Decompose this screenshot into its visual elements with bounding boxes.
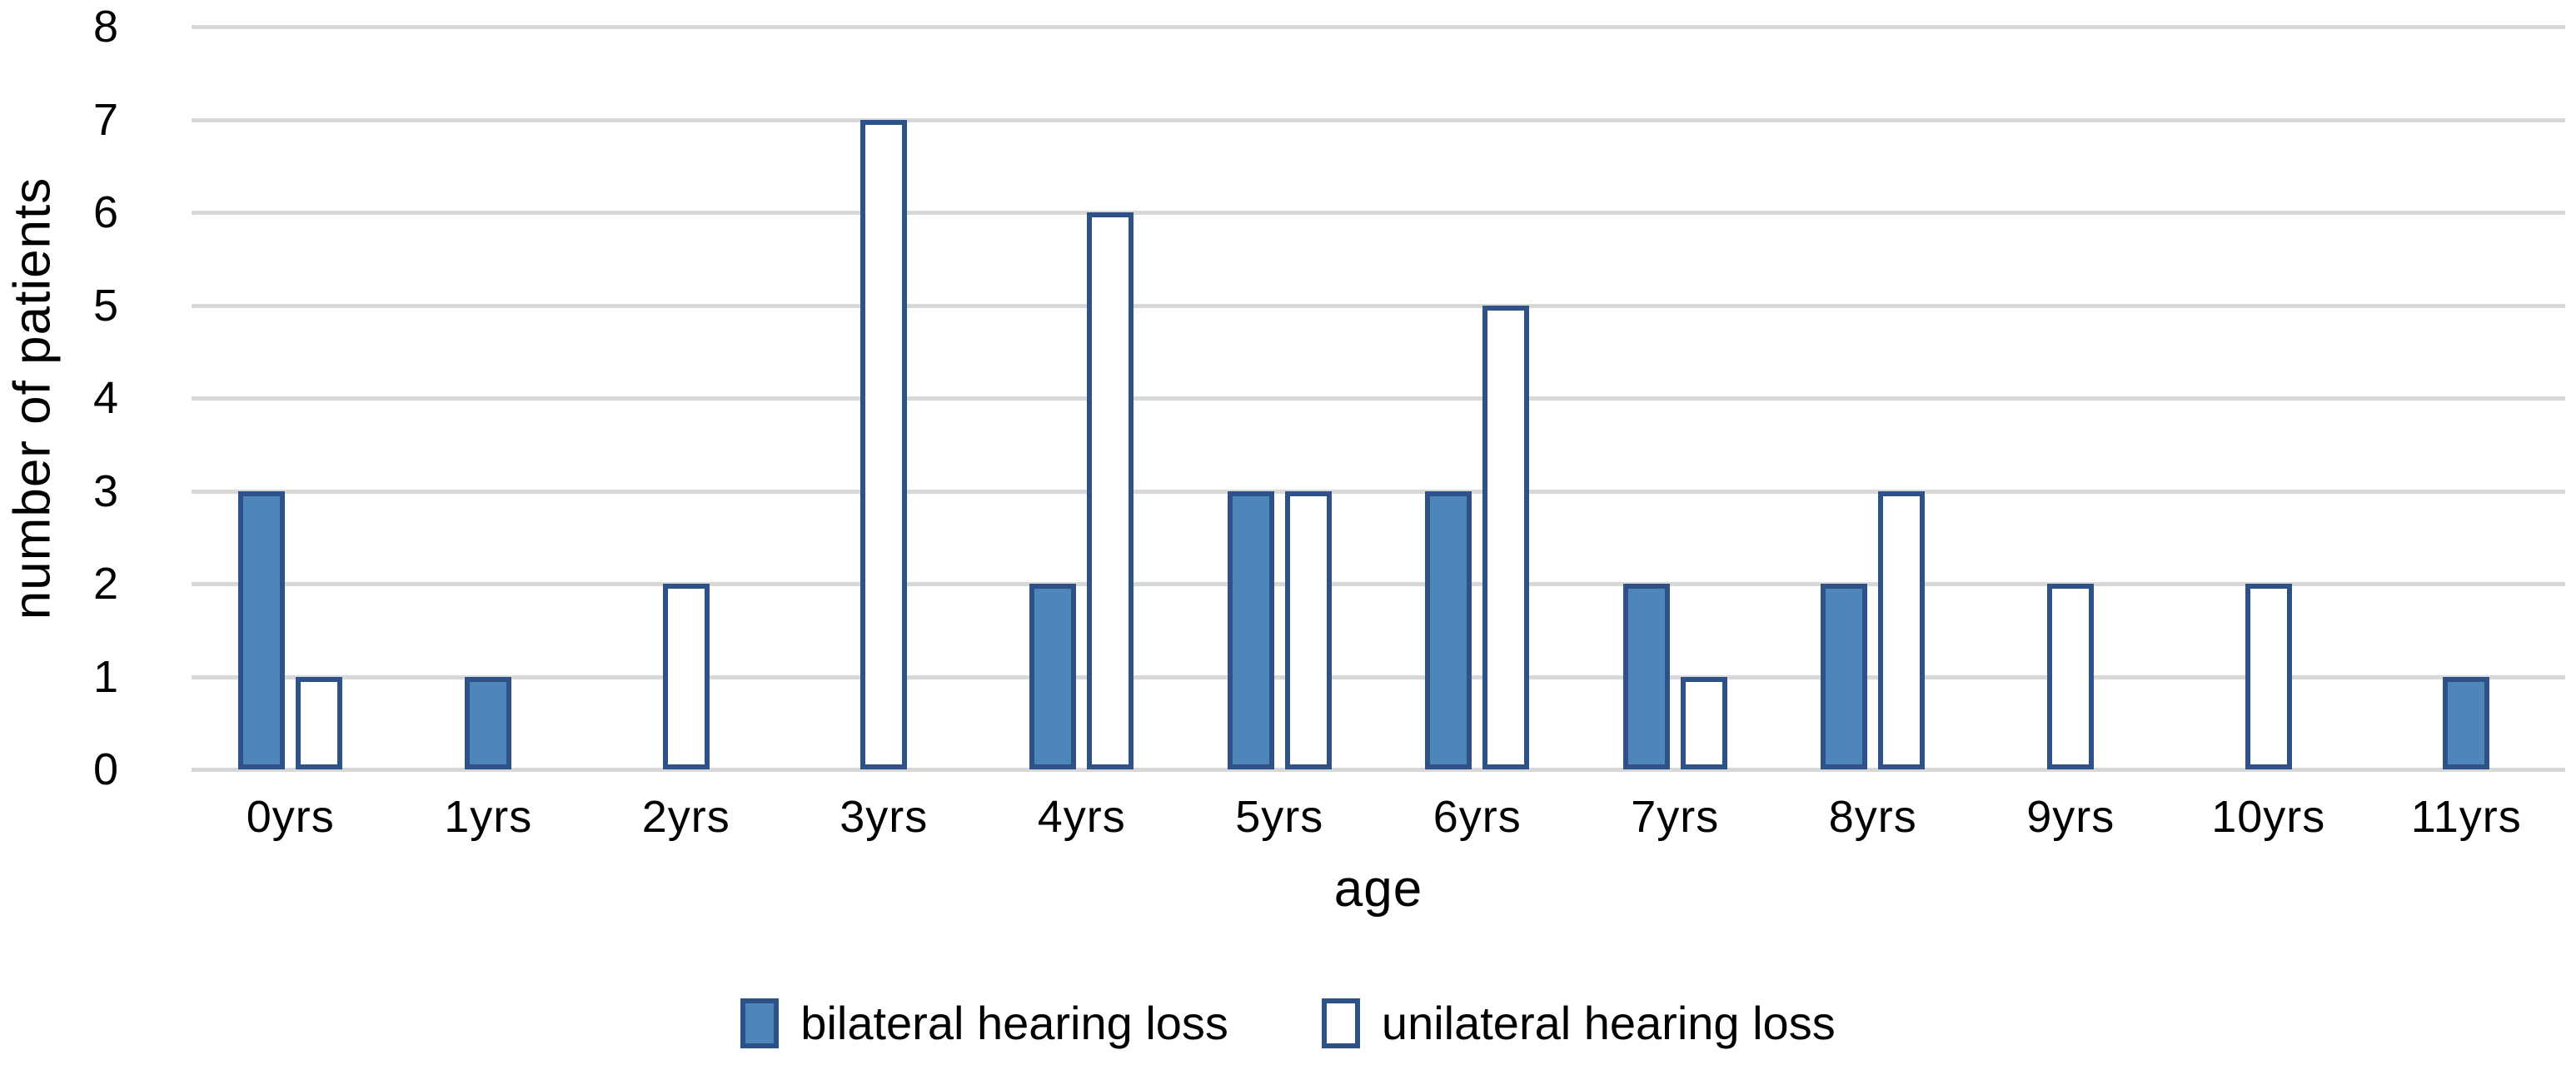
bar-group-4yrs bbox=[983, 27, 1181, 769]
y-tick-label-6: 6 bbox=[92, 187, 118, 237]
bar-group-1yrs bbox=[390, 27, 588, 769]
y-tick-label-3: 3 bbox=[92, 465, 118, 516]
gridline-y-0 bbox=[192, 768, 2565, 772]
bar-unilateral-0yrs bbox=[296, 676, 343, 769]
x-tick-label-2yrs: 2yrs bbox=[641, 792, 730, 842]
bar-group-6yrs bbox=[1378, 27, 1577, 769]
bar-group-0yrs bbox=[192, 27, 390, 769]
x-tick-label-8yrs: 8yrs bbox=[1828, 792, 1917, 842]
y-tick-label-8: 8 bbox=[92, 2, 118, 52]
bar-unilateral-10yrs bbox=[2245, 584, 2292, 769]
gridline-y-7 bbox=[192, 117, 2565, 122]
legend-swatch-bilateral bbox=[740, 998, 780, 1048]
x-tick-label-9yrs: 9yrs bbox=[2026, 792, 2115, 842]
bar-group-8yrs bbox=[1774, 27, 1972, 769]
y-tick-label-0: 0 bbox=[92, 744, 118, 794]
x-axis-title: age bbox=[1333, 860, 1423, 918]
y-tick-label-7: 7 bbox=[92, 94, 118, 145]
bar-unilateral-8yrs bbox=[1878, 490, 1926, 769]
x-tick-label-0yrs: 0yrs bbox=[246, 792, 335, 842]
x-tick-label-7yrs: 7yrs bbox=[1631, 792, 1720, 842]
bar-bilateral-4yrs bbox=[1029, 584, 1077, 769]
bar-bilateral-8yrs bbox=[1821, 584, 1868, 769]
bar-bilateral-6yrs bbox=[1425, 490, 1472, 769]
bar-unilateral-5yrs bbox=[1284, 490, 1332, 769]
bar-groups bbox=[192, 27, 2565, 769]
gridline-y-8 bbox=[192, 25, 2565, 29]
y-tick-label-5: 5 bbox=[92, 280, 118, 331]
bar-bilateral-5yrs bbox=[1227, 490, 1274, 769]
gridline-y-3 bbox=[192, 489, 2565, 494]
y-tick-label-1: 1 bbox=[92, 651, 118, 702]
gridline-y-6 bbox=[192, 211, 2565, 215]
bar-bilateral-0yrs bbox=[238, 490, 286, 769]
y-tick-label-2: 2 bbox=[92, 559, 118, 609]
legend-label-bilateral: bilateral hearing loss bbox=[800, 997, 1228, 1049]
gridline-y-4 bbox=[192, 396, 2565, 401]
legend-swatch-unilateral bbox=[1321, 998, 1360, 1048]
x-tick-label-5yrs: 5yrs bbox=[1235, 792, 1324, 842]
gridline-y-1 bbox=[192, 674, 2565, 679]
bar-bilateral-1yrs bbox=[465, 676, 512, 769]
bar-bilateral-7yrs bbox=[1622, 584, 1670, 769]
bar-group-5yrs bbox=[1181, 27, 1379, 769]
legend-label-unilateral: unilateral hearing loss bbox=[1381, 997, 1836, 1049]
bar-unilateral-3yrs bbox=[860, 119, 908, 769]
y-axis-tick-labels: 0 1 2 3 4 5 6 7 8 bbox=[0, 4, 158, 792]
plot-area bbox=[192, 25, 2565, 772]
gridline-y-5 bbox=[192, 303, 2565, 308]
bar-unilateral-9yrs bbox=[2047, 584, 2095, 769]
x-tick-label-3yrs: 3yrs bbox=[840, 792, 929, 842]
x-tick-label-6yrs: 6yrs bbox=[1432, 792, 1522, 842]
x-tick-label-10yrs: 10yrs bbox=[2211, 792, 2326, 842]
y-tick-label-4: 4 bbox=[92, 373, 118, 423]
legend-item-unilateral: unilateral hearing loss bbox=[1321, 996, 1836, 1050]
legend: bilateral hearing loss unilateral hearing… bbox=[0, 996, 2576, 1050]
x-axis-tick-labels: 0yrs 1yrs 2yrs 3yrs 4yrs 5yrs 6yrs 7yrs 8yrs 9yrs… bbox=[192, 791, 2565, 843]
bar-group-9yrs bbox=[1972, 27, 2170, 769]
bar-group-11yrs bbox=[2368, 27, 2566, 769]
x-tick-label-11yrs: 11yrs bbox=[2410, 792, 2522, 842]
bar-group-2yrs bbox=[587, 27, 785, 769]
bar-bilateral-11yrs bbox=[2443, 676, 2490, 769]
legend-item-bilateral: bilateral hearing loss bbox=[740, 996, 1228, 1050]
x-tick-label-1yrs: 1yrs bbox=[444, 792, 533, 842]
bar-unilateral-2yrs bbox=[662, 584, 710, 769]
bar-unilateral-6yrs bbox=[1482, 305, 1530, 769]
gridline-y-2 bbox=[192, 582, 2565, 586]
bar-unilateral-7yrs bbox=[1680, 676, 1727, 769]
bar-unilateral-4yrs bbox=[1087, 212, 1134, 769]
x-tick-label-4yrs: 4yrs bbox=[1037, 792, 1126, 842]
bar-group-3yrs bbox=[785, 27, 984, 769]
bar-group-10yrs bbox=[2170, 27, 2368, 769]
bar-group-7yrs bbox=[1577, 27, 1775, 769]
